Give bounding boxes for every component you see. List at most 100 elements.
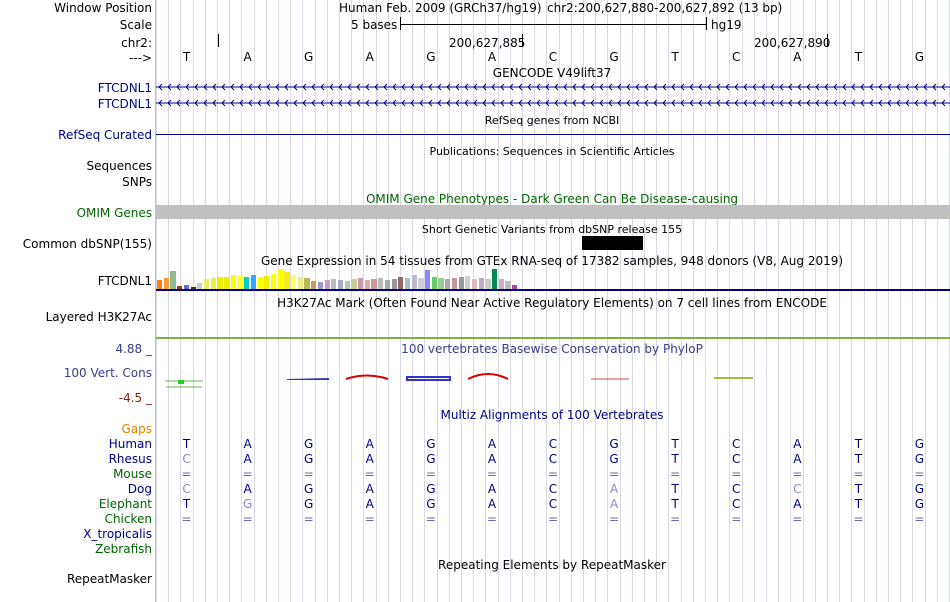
species-label-chicken[interactable]: Chicken [104,512,152,526]
alignment-base: G [914,437,925,451]
assembly-title: Human Feb. 2009 (GRCh37/hg19) [339,1,542,15]
gtex-bar[interactable] [391,279,397,289]
gtex-bar[interactable] [203,279,210,289]
alignment-base: G [304,437,314,451]
gtex-bar[interactable] [324,280,330,289]
species-label-elephant[interactable]: Elephant [98,497,152,511]
gtex-bar[interactable] [418,278,424,289]
gtex-bar[interactable] [197,283,203,289]
grid-line [668,0,669,602]
gencode-gene-label-2[interactable]: FTCDNL1 [97,97,152,111]
gtex-bar[interactable] [512,285,518,289]
alignment-base: A [365,482,374,496]
gtex-bar[interactable] [250,275,257,289]
gtex-bar[interactable] [498,279,504,289]
gtex-bar[interactable] [465,276,471,289]
gtex-bar[interactable] [284,272,290,289]
alignment-base: A [243,482,252,496]
sequence-base: G [426,50,436,64]
gtex-bar[interactable] [358,278,364,289]
gtex-bar[interactable] [304,278,310,289]
gtex-bar[interactable] [270,274,277,289]
gtex-bar[interactable] [458,277,464,289]
repeat-label[interactable]: RepeatMasker [66,572,152,586]
gtex-bar[interactable] [431,277,437,289]
gtex-bar[interactable] [364,280,370,289]
gtex-bar[interactable] [478,278,484,289]
snps-label[interactable]: SNPs [122,175,152,189]
gtex-bar[interactable] [505,281,511,289]
omim-bar[interactable] [156,205,950,219]
grid-line [620,0,621,602]
gtex-bar[interactable] [445,279,451,289]
grid-line [827,0,828,602]
gencode-track-title: GENCODE V49lift37 [492,66,612,80]
gtex-bar[interactable] [438,278,444,289]
species-label-rhesus[interactable]: Rhesus [108,452,152,466]
alignment-base: T [854,497,863,511]
species-label-human[interactable]: Human [108,437,152,451]
gtex-bar[interactable] [217,277,223,289]
omim-label[interactable]: OMIM Genes [76,206,152,220]
gtex-bar[interactable] [291,275,297,289]
gtex-bar[interactable] [277,269,283,289]
gtex-bar[interactable] [317,282,324,289]
gaps-label[interactable]: Gaps [121,422,152,436]
species-label-dog[interactable]: Dog [127,482,152,496]
gtex-bar[interactable] [157,280,163,289]
gtex-bar[interactable] [257,277,263,289]
gtex-label[interactable]: FTCDNL1 [97,274,152,288]
cons-label[interactable]: 100 Vert. Cons [63,366,152,380]
scale-bar-right [706,17,707,30]
gtex-bar[interactable] [337,280,344,289]
gtex-bar[interactable] [371,279,377,289]
gtex-bar[interactable] [485,279,491,289]
gtex-bar[interactable] [224,277,230,289]
grid-line [290,0,291,602]
gtex-bar[interactable] [492,269,498,289]
gtex-bar[interactable] [451,278,458,289]
gtex-bar[interactable] [230,275,236,289]
gtex-bar[interactable] [237,276,243,289]
gtex-bar[interactable] [384,280,391,289]
gtex-bar[interactable] [210,278,216,289]
alignment-base: = [670,512,681,526]
species-label-x_tropicalis[interactable]: X_tropicalis [83,527,152,541]
grid-line [168,0,169,602]
species-label-zebrafish[interactable]: Zebrafish [95,542,152,556]
gtex-bar[interactable] [404,278,411,289]
gtex-bar[interactable] [471,279,478,289]
gtex-bar[interactable] [378,278,384,289]
alignment-base: = [670,467,681,481]
dbsnp-variant[interactable] [582,236,643,250]
gtex-bar[interactable] [244,277,250,289]
gtex-bar[interactable] [190,287,196,289]
grid-line [546,0,547,602]
grid-line [485,0,486,602]
refseq-gene-line[interactable] [156,134,950,135]
scale-bar [400,24,706,25]
gtex-bar[interactable] [177,286,183,289]
gencode-gene-label-1[interactable]: FTCDNL1 [97,81,152,95]
gtex-bar[interactable] [425,270,431,289]
gtex-bar[interactable] [297,277,303,289]
dbsnp-label[interactable]: Common dbSNP(155) [22,237,152,251]
h3k27-label[interactable]: Layered H3K27Ac [45,310,152,324]
gtex-bar[interactable] [311,281,317,289]
gtex-bar[interactable] [411,275,417,289]
grid-line [607,0,608,602]
gtex-bar[interactable] [398,277,404,289]
refseq-label[interactable]: RefSeq Curated [58,128,152,142]
gtex-bar[interactable] [183,285,190,289]
gtex-bar[interactable] [170,271,176,289]
gtex-bar[interactable] [351,279,357,289]
gtex-bar[interactable] [163,278,169,289]
alignment-base: T [671,482,679,496]
species-label-mouse[interactable]: Mouse [113,467,152,481]
gtex-bar[interactable] [344,281,350,289]
gtex-bar[interactable] [331,279,337,289]
sequences-label[interactable]: Sequences [86,159,152,173]
gtex-bar[interactable] [264,276,270,289]
